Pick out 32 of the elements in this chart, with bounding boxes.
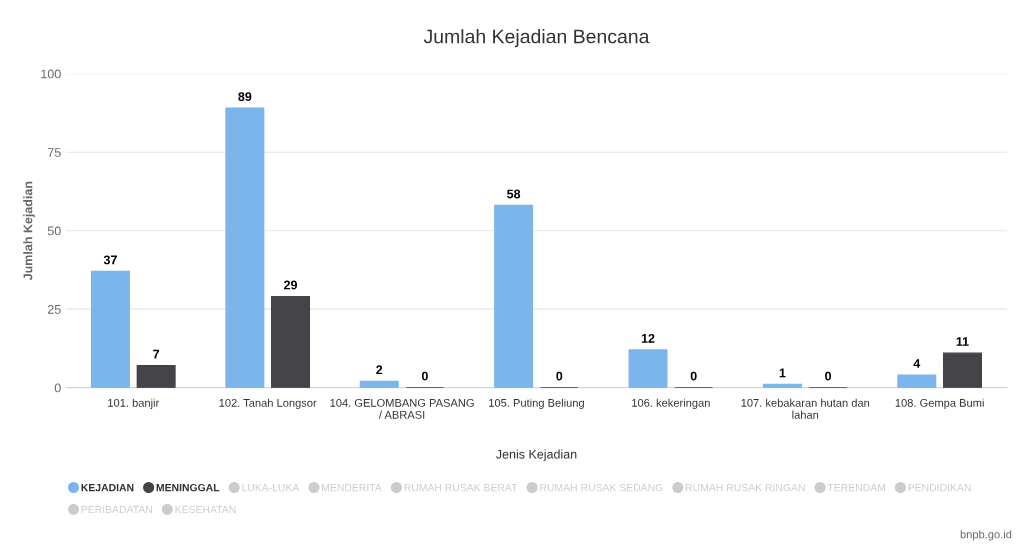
x-tick-label: 102. Tanah Longsor bbox=[219, 398, 317, 410]
data-label: 1 bbox=[779, 368, 786, 378]
data-label: 37 bbox=[103, 255, 117, 265]
y-tick-label: 50 bbox=[47, 226, 61, 236]
data-label: 0 bbox=[556, 371, 563, 381]
y-axis-title: Jumlah Kejadian bbox=[23, 181, 35, 281]
data-label: 0 bbox=[690, 371, 697, 381]
data-label: 7 bbox=[153, 349, 160, 359]
x-axis-title: Jenis Kejadian bbox=[496, 449, 577, 462]
x-tick-label: 101. banjir bbox=[108, 398, 160, 410]
legend-label: MENINGGAL bbox=[156, 483, 220, 492]
x-tick-label: 108. Gempa Bumi bbox=[895, 398, 984, 410]
data-label: 89 bbox=[238, 92, 252, 102]
x-tick-label: 107. kebakaran hutan dan lahan bbox=[741, 398, 870, 419]
data-label: 11 bbox=[956, 337, 969, 346]
data-label: 12 bbox=[641, 333, 655, 343]
x-tick-label: 106. kekeringan bbox=[632, 398, 710, 410]
x-tick-label: 105. Puting Beliung bbox=[489, 398, 584, 410]
y-tick-label: 100 bbox=[41, 69, 61, 79]
y-tick-label: 75 bbox=[47, 148, 61, 157]
text: bnpb.go.id bbox=[960, 530, 1012, 541]
y-tick-label: 25 bbox=[47, 304, 61, 314]
data-label: 2 bbox=[376, 365, 383, 375]
data-label: 4 bbox=[913, 359, 921, 368]
chart-title: Jumlah Kejadian Bencana bbox=[423, 29, 650, 48]
data-label: 0 bbox=[421, 371, 428, 381]
data-label: 58 bbox=[507, 189, 521, 199]
data-label: 0 bbox=[825, 371, 832, 381]
legend-label: KEJADIAN bbox=[81, 484, 134, 492]
y-tick-label: 0 bbox=[54, 383, 61, 393]
data-label: 29 bbox=[284, 280, 298, 290]
x-tick-label: 104. GELOMBANG PASANG / ABRASI bbox=[330, 398, 474, 419]
